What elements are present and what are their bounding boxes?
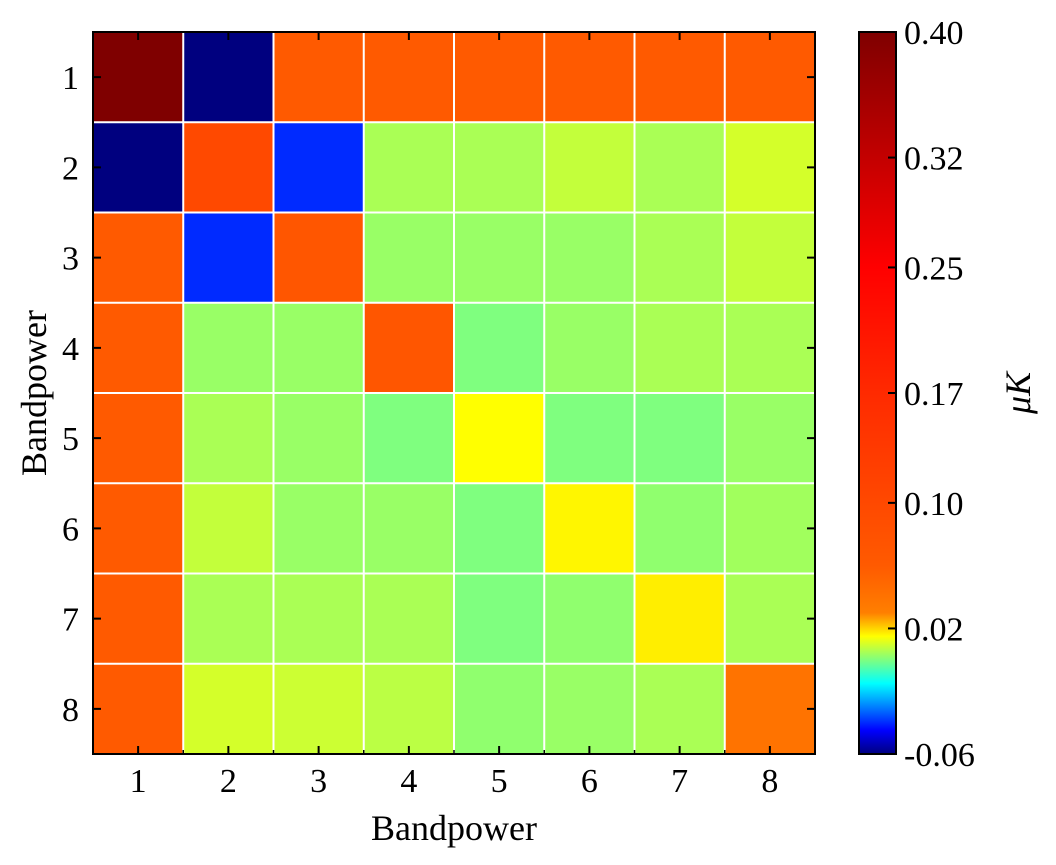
colorbar-tick-label: -0.06 <box>904 737 975 774</box>
heatmap-cell <box>363 393 454 484</box>
colorbar-label: μK <box>998 370 1038 415</box>
y-tick-label: 1 <box>62 60 79 97</box>
y-axis-label: Bandpower <box>14 310 54 476</box>
x-tick-label: 5 <box>491 763 508 800</box>
x-tick-label: 1 <box>130 763 147 800</box>
x-tick-label: 8 <box>761 763 778 800</box>
colorbar-ticks: 0.40 0.32 0.25 0.17 0.10 0.02 -0.06 <box>888 15 975 774</box>
x-tick-label: 6 <box>581 763 598 800</box>
y-tick-label: 4 <box>62 331 79 368</box>
heatmap-cell <box>454 483 545 574</box>
heatmap-cell <box>544 302 635 393</box>
cell-gridlines <box>93 32 815 754</box>
heatmap-cell <box>273 663 364 754</box>
heatmap-cell <box>544 32 635 123</box>
x-tick-label: 2 <box>220 763 237 800</box>
colorbar-tick-label: 0.32 <box>904 141 964 178</box>
heatmap-cell <box>454 122 545 213</box>
y-tick-label: 5 <box>62 421 79 458</box>
heatmap-cell <box>273 122 364 213</box>
heatmap-cell <box>454 573 545 664</box>
x-tick-label: 3 <box>310 763 327 800</box>
heatmap-cell <box>183 122 274 213</box>
colorbar-tick-label: 0.10 <box>904 486 964 523</box>
heatmap-cell <box>363 32 454 123</box>
heatmap-cell <box>724 32 815 123</box>
y-tick-label: 3 <box>62 241 79 278</box>
heatmap-cell <box>454 393 545 484</box>
colorbar-tick-label: 0.25 <box>904 250 964 287</box>
heatmap-cell <box>544 483 635 574</box>
colorbar-tick-label: 0.40 <box>904 15 964 52</box>
heatmap-cell <box>183 212 274 303</box>
heatmap-cell <box>544 212 635 303</box>
heatmap-cell <box>454 212 545 303</box>
heatmap-cell <box>273 32 364 123</box>
heatmap-cell <box>183 393 274 484</box>
heatmap-cell <box>93 393 184 484</box>
heatmap-cell <box>724 573 815 664</box>
x-axis-ticks: 1 2 3 4 5 6 7 8 <box>92 32 816 800</box>
x-tick-label: 7 <box>671 763 688 800</box>
heatmap-cell <box>363 483 454 574</box>
heatmap-cell <box>634 663 725 754</box>
heatmap-cell <box>93 573 184 664</box>
heatmap-cell <box>183 302 274 393</box>
heatmap-cell <box>634 32 725 123</box>
heatmap-cell <box>363 663 454 754</box>
heatmap-cell <box>93 483 184 574</box>
heatmap-cell <box>724 302 815 393</box>
heatmap-cell <box>273 302 364 393</box>
heatmap-cell <box>183 483 274 574</box>
heatmap-cell <box>273 212 364 303</box>
heatmap-cell <box>273 393 364 484</box>
heatmap-cell <box>363 573 454 664</box>
y-tick-label: 8 <box>62 692 79 729</box>
heatmap-cell <box>93 302 184 393</box>
x-axis-label: Bandpower <box>371 808 537 848</box>
heatmap-cell <box>544 573 635 664</box>
heatmap-cell <box>724 393 815 484</box>
heatmap-cell <box>634 573 725 664</box>
heatmap-cell <box>363 212 454 303</box>
y-axis-ticks: 1 2 3 4 5 6 7 8 <box>62 60 815 729</box>
heatmap-cell <box>544 393 635 484</box>
y-tick-label: 6 <box>62 511 79 548</box>
heatmap-cell <box>93 122 184 213</box>
heatmap-cell <box>634 122 725 213</box>
heatmap-cell <box>724 122 815 213</box>
heatmap-cell <box>273 483 364 574</box>
heatmap-cells <box>93 32 815 754</box>
heatmap-cell <box>634 483 725 574</box>
heatmap-cell <box>634 393 725 484</box>
y-tick-label: 2 <box>62 150 79 187</box>
heatmap-cell <box>183 663 274 754</box>
heatmap-cell <box>724 483 815 574</box>
heatmap-cell <box>724 663 815 754</box>
heatmap-cell <box>183 573 274 664</box>
heatmap-cell <box>544 122 635 213</box>
heatmap-cell <box>363 302 454 393</box>
colorbar-tick-label: 0.02 <box>904 611 964 648</box>
heatmap-cell <box>363 122 454 213</box>
heatmap-cell <box>454 302 545 393</box>
heatmap-cell <box>724 212 815 303</box>
y-tick-label: 7 <box>62 602 79 639</box>
heatmap-cell <box>93 212 184 303</box>
heatmap-cell <box>183 32 274 123</box>
heatmap-cell <box>544 663 635 754</box>
x-tick-label: 4 <box>400 763 417 800</box>
heatmap-cell <box>93 663 184 754</box>
heatmap-cell <box>93 32 184 123</box>
heatmap-cell <box>634 212 725 303</box>
heatmap-cell <box>634 302 725 393</box>
colorbar-tick-label: 0.17 <box>904 376 964 413</box>
heatmap-cell <box>273 573 364 664</box>
heatmap-cell <box>454 32 545 123</box>
heatmap-cell <box>454 663 545 754</box>
